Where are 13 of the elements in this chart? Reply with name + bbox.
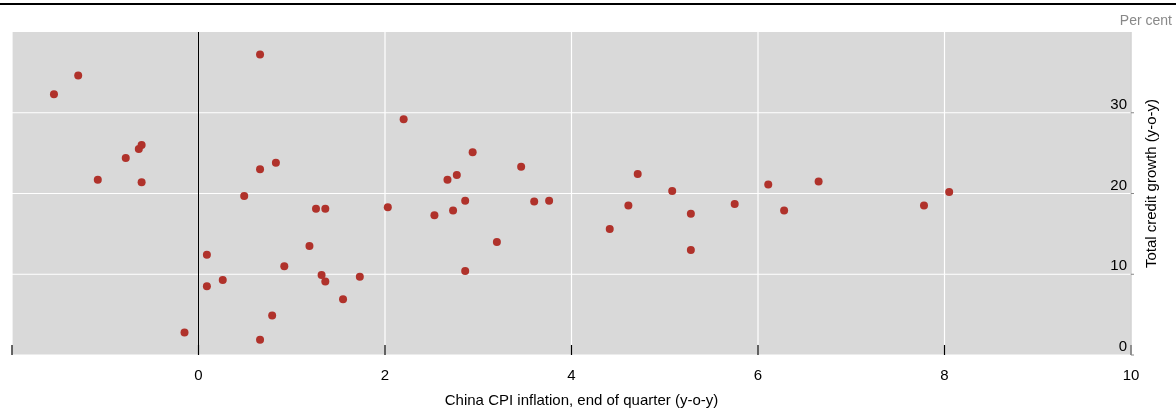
x-tick-label: 4 <box>567 366 576 383</box>
y-tick-label: 30 <box>1110 94 1127 112</box>
x-tick-label: 6 <box>753 366 763 383</box>
y-tick-label: 10 <box>1110 256 1127 274</box>
y-axis-title: Total credit growth (y-o-y) <box>1142 98 1159 269</box>
y-tick-label: 20 <box>1110 175 1127 193</box>
x-tick-label: 8 <box>940 366 949 383</box>
x-tick-label: 2 <box>380 366 390 383</box>
x-tick-label: 10 <box>1122 366 1140 383</box>
x-axis-title: China CPI inflation, end of quarter (y-o-y) <box>444 391 719 408</box>
x-tick-label: 0 <box>194 366 203 383</box>
text: Per cent <box>1119 12 1173 28</box>
y-tick-label: 0 <box>1118 337 1127 354</box>
